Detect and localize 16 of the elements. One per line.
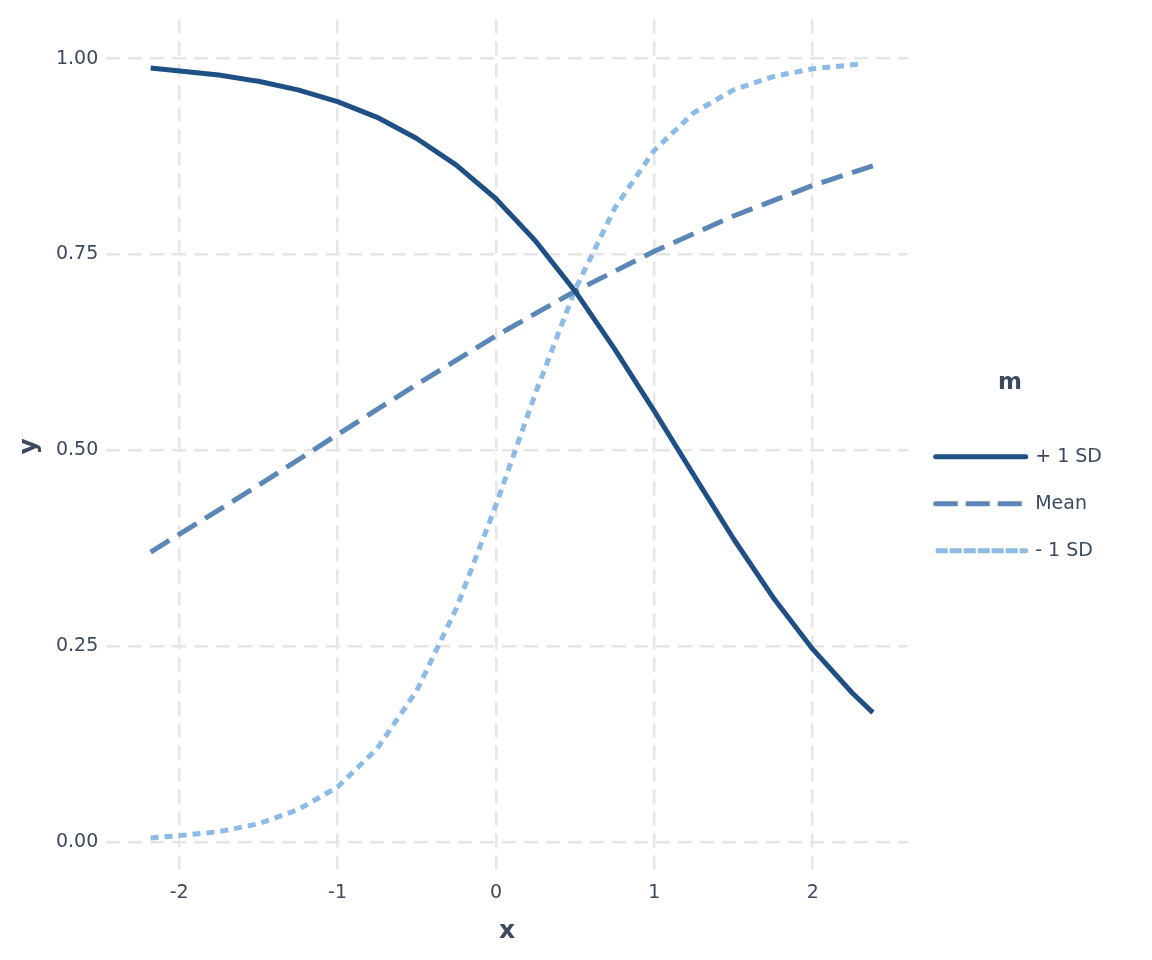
x-tick-label: -2 (169, 879, 189, 902)
y-tick-label: 0.50 (55, 437, 99, 460)
y-tick-label: 1.00 (55, 45, 99, 68)
y-tick-label: 0.75 (55, 241, 99, 264)
x-axis-title: x (498, 914, 516, 944)
legend-label: Mean (1035, 490, 1087, 513)
y-tick-label: 0.00 (55, 828, 99, 851)
y-tick-label: 0.25 (55, 632, 99, 655)
x-tick-label: 2 (806, 879, 819, 902)
legend-title: m (997, 368, 1022, 395)
x-tick-label: -1 (328, 879, 348, 902)
y-axis-title: y (12, 438, 42, 455)
x-tick-label: 0 (489, 879, 502, 902)
legend-label: - 1 SD (1035, 537, 1093, 560)
legend-label: + 1 SD (1035, 443, 1102, 466)
x-tick-label: 1 (648, 879, 661, 902)
